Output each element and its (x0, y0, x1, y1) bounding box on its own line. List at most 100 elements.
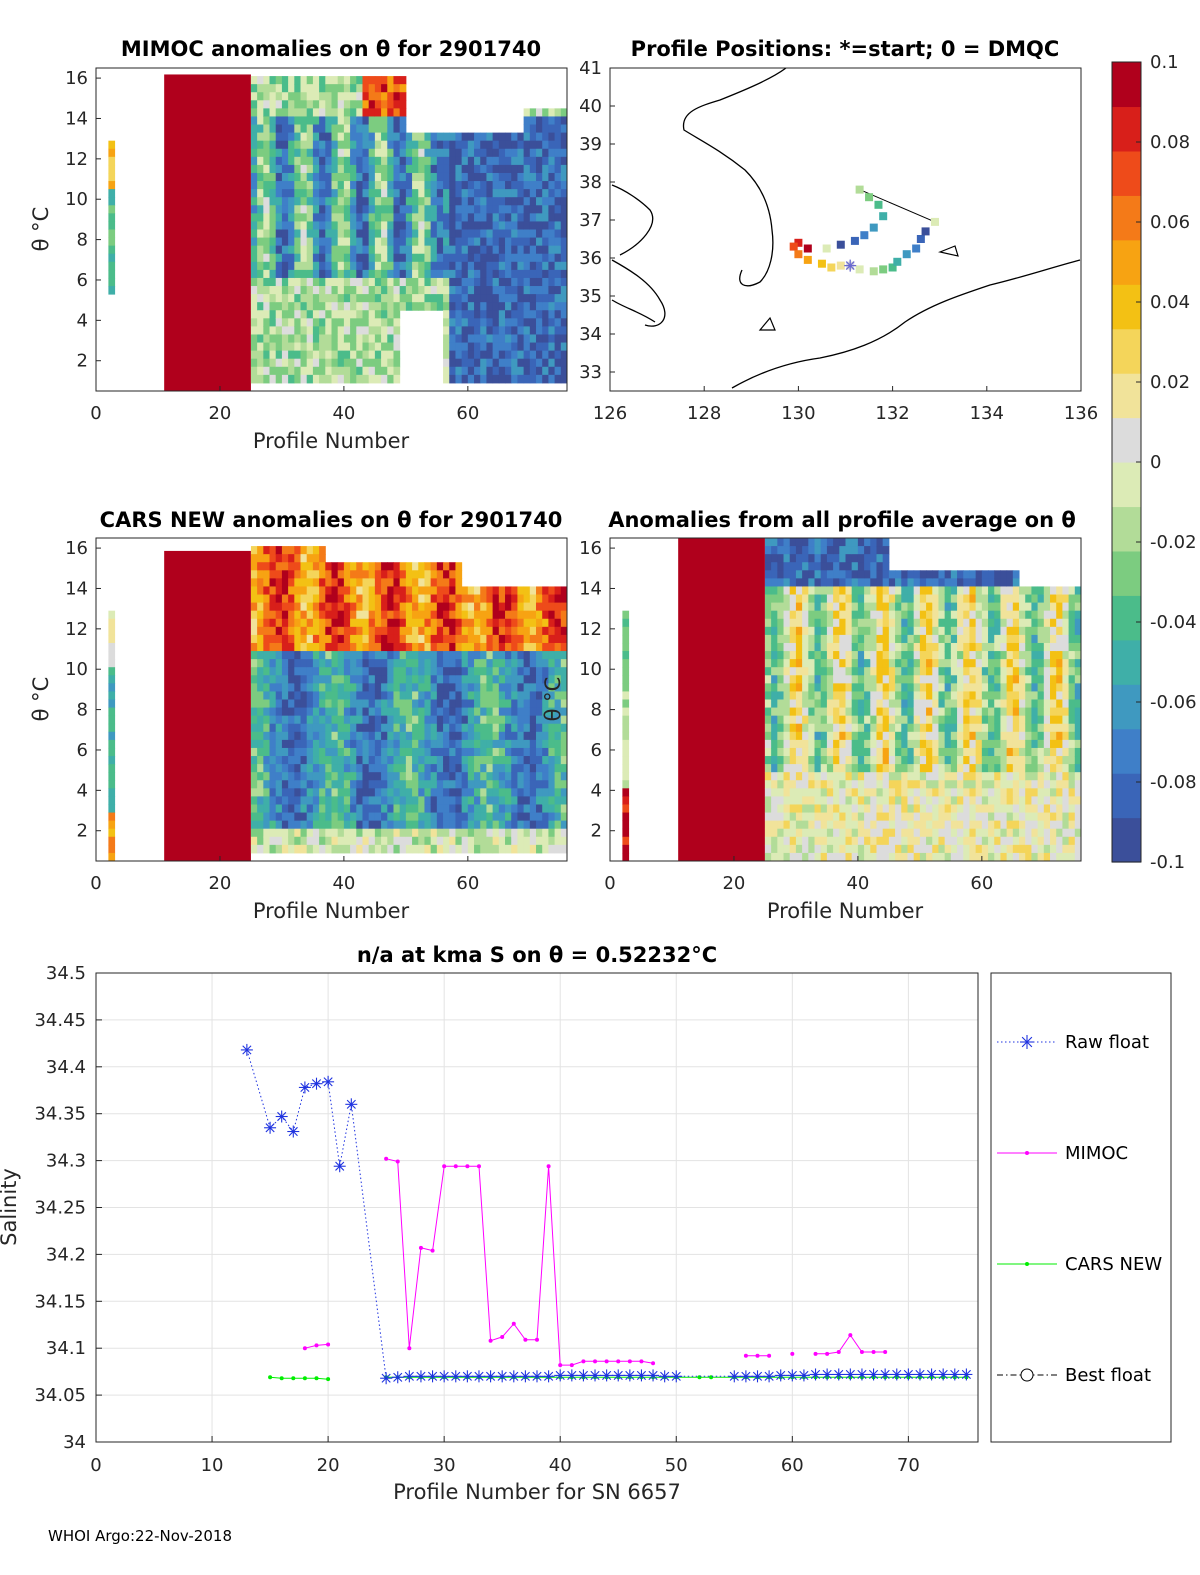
heat-cell (789, 747, 797, 757)
heat-cell (412, 634, 419, 644)
heat-cell (387, 562, 394, 571)
heat-cell (430, 715, 438, 725)
heat-cell (542, 277, 549, 287)
heat-cell (529, 586, 537, 596)
heat-cell (511, 245, 518, 255)
heat-cell (381, 675, 388, 684)
heat-cell (455, 221, 463, 230)
heat-cell (876, 723, 884, 733)
heat-cell (356, 756, 363, 765)
heat-cell (932, 796, 939, 805)
heat-cell (882, 812, 890, 822)
heat-cell (449, 342, 456, 352)
heat-cell (263, 828, 271, 838)
heat-cell (536, 269, 543, 279)
heat-cell (548, 764, 556, 773)
heat-cell (108, 659, 116, 668)
heat-cell (418, 691, 425, 700)
heat-cell (474, 277, 481, 287)
heat-cell (523, 747, 531, 757)
heat-cell (802, 852, 809, 861)
heat-cell (492, 156, 500, 166)
heat-cell (300, 116, 308, 126)
heat-cell (820, 578, 828, 587)
heat-cell (536, 626, 543, 636)
heat-cell (374, 715, 382, 725)
heat-cell (368, 197, 376, 206)
heat-cell (783, 586, 791, 596)
heat-cell (325, 715, 332, 725)
heat-cell (913, 675, 921, 684)
heat-cell (368, 723, 376, 733)
heat-cell (362, 675, 370, 684)
heat-cell (938, 578, 946, 587)
heat-cell (932, 691, 939, 700)
heat-cell (387, 116, 394, 126)
heat-cell (443, 667, 450, 676)
heat-cell (387, 812, 394, 822)
heat-cell (374, 326, 382, 335)
heat-cell (108, 277, 116, 287)
heat-cell (826, 675, 834, 684)
heat-cell (517, 366, 525, 376)
heat-cell (443, 586, 450, 596)
heat-cell (374, 739, 382, 749)
heat-cell (777, 642, 785, 652)
heat-cell (257, 229, 264, 239)
heat-cell (368, 610, 376, 620)
heat-cell (356, 84, 363, 93)
heat-cell (393, 723, 401, 733)
heat-cell (387, 796, 394, 805)
heat-cell (783, 739, 791, 749)
heat-cell (548, 788, 556, 797)
heat-cell (864, 570, 871, 579)
heat-cell (412, 836, 419, 846)
heat-cell (430, 723, 438, 733)
heat-cell (554, 675, 562, 684)
heat-cell (517, 610, 525, 620)
heat-cell (505, 667, 512, 676)
heat-cell (319, 642, 326, 652)
heat-cell (857, 828, 865, 838)
heat-cell (250, 715, 258, 725)
heat-cell (281, 594, 289, 604)
heat-cell (374, 642, 382, 652)
heat-cell (337, 221, 345, 230)
heat-cell (424, 723, 432, 733)
heat-cell (919, 836, 927, 846)
heat-cell (405, 780, 413, 789)
heat-cell (436, 634, 444, 644)
heat-cell (783, 578, 791, 587)
heat-cell (393, 245, 401, 255)
heat-cell (250, 197, 258, 206)
heat-cell (560, 221, 567, 230)
heat-cell (808, 626, 816, 636)
heat-cell (263, 796, 271, 805)
track-point (930, 217, 939, 226)
heat-cell (542, 148, 549, 158)
heat-cell (325, 181, 332, 190)
heat-cell (250, 723, 258, 733)
heat-cell (560, 642, 567, 652)
heat-cell (932, 707, 939, 717)
heat-cell (374, 197, 382, 206)
heat-cell (455, 277, 463, 287)
heat-cell (368, 699, 376, 709)
heat-cell (888, 812, 896, 822)
heat-cell (108, 229, 116, 239)
heat-cell (412, 675, 419, 684)
heat-cell (300, 294, 308, 303)
heat-cell (560, 659, 567, 668)
heat-cell (288, 213, 295, 222)
heat-cell (405, 562, 413, 571)
heat-cell (300, 164, 308, 174)
heat-cell (294, 366, 302, 376)
heat-cell (319, 715, 326, 725)
heat-cell (888, 707, 896, 717)
heat-cell (474, 205, 481, 214)
heat-cell (281, 132, 289, 142)
heat-cell (449, 731, 456, 741)
heat-cell (474, 269, 481, 279)
heat-cell (250, 261, 258, 271)
heat-cell (387, 358, 394, 368)
